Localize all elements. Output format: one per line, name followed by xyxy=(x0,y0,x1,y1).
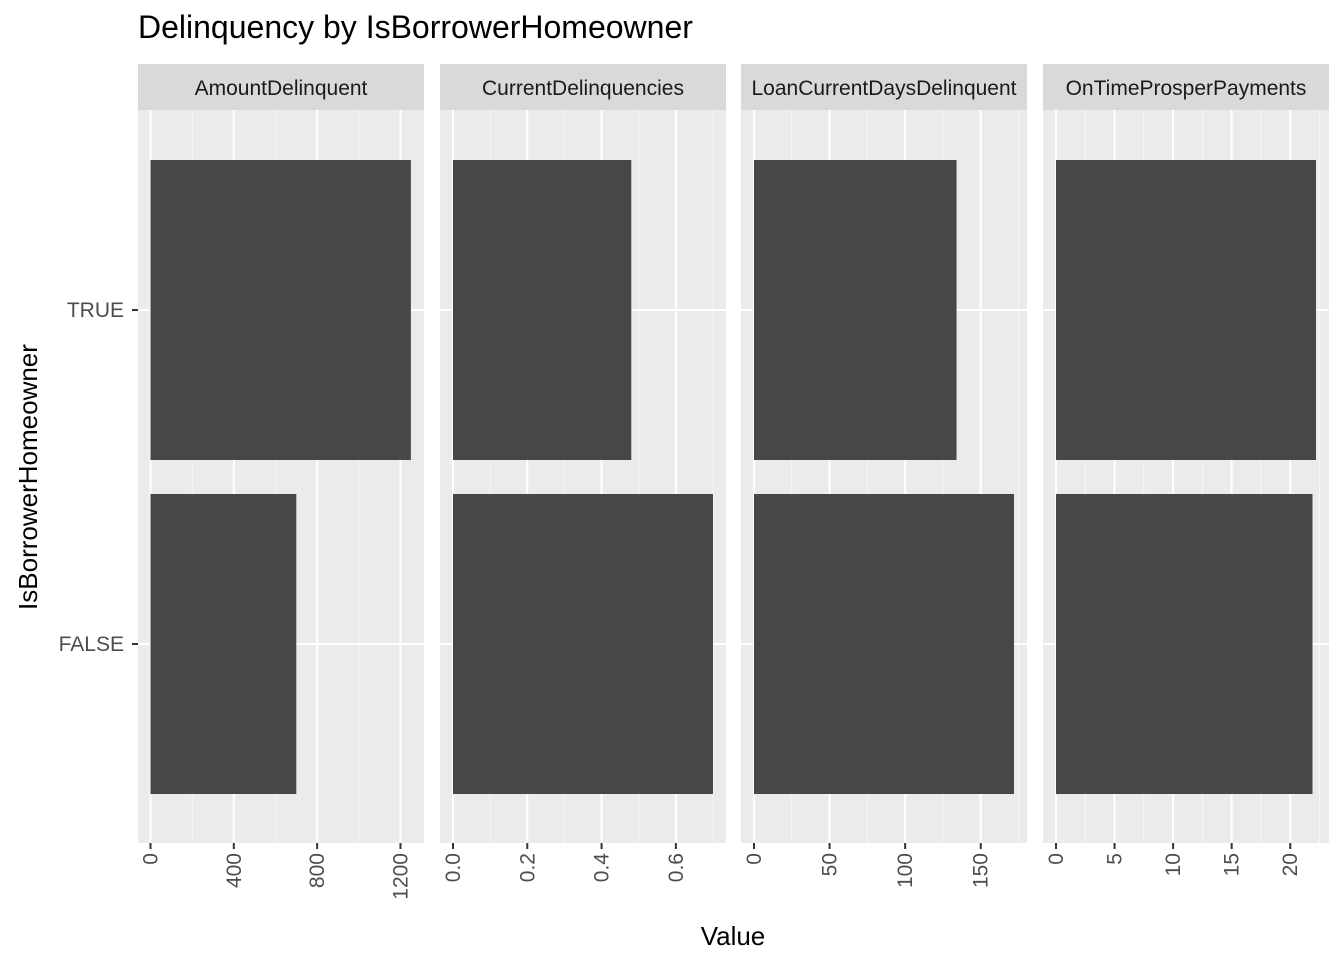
x-tick-label: 150 xyxy=(970,853,993,888)
facet-strip xyxy=(138,64,424,110)
facet-strip xyxy=(741,64,1027,110)
y-axis-title: IsBorrowerHomeowner xyxy=(13,344,43,610)
x-tick-label: 1200 xyxy=(389,853,412,900)
x-tick-label: 15 xyxy=(1221,853,1244,876)
bar-false xyxy=(150,494,297,794)
x-tick-label: 0 xyxy=(743,853,766,865)
bar-true xyxy=(1056,160,1316,460)
facet-strip xyxy=(1043,64,1329,110)
chart-title: Delinquency by IsBorrowerHomeowner xyxy=(138,9,693,45)
facet-strip-label: CurrentDelinquencies xyxy=(482,77,684,100)
facet-CurrentDelinquencies: CurrentDelinquencies 0.0 0.2 0.4 0.6 xyxy=(440,64,726,882)
bar-true xyxy=(453,160,632,460)
bar-true xyxy=(150,160,411,460)
x-tick-label: 0 xyxy=(139,853,162,865)
x-tick-label: 5 xyxy=(1104,853,1127,865)
x-tick-label: 0.4 xyxy=(591,853,614,883)
facet-AmountDelinquent: AmountDelinquent 0 400 800 1200 xyxy=(138,64,424,900)
facet-OnTimeProsperPayments: OnTimeProsperPayments 0 5 10 15 20 xyxy=(1043,64,1329,876)
x-tick-label: 0.2 xyxy=(516,853,539,882)
x-tick-label: 50 xyxy=(819,853,842,876)
facet-strip-label: LoanCurrentDaysDelinquent xyxy=(752,77,1017,100)
facet-strip-label: OnTimeProsperPayments xyxy=(1066,77,1307,100)
y-tick-label-true: TRUE xyxy=(67,299,124,322)
x-tick-label: 400 xyxy=(223,853,246,888)
x-tick-label: 100 xyxy=(894,853,917,888)
bar-false xyxy=(453,494,713,794)
x-tick-label: 0.0 xyxy=(442,853,465,882)
y-tick-label-false: FALSE xyxy=(59,633,124,656)
bar-false xyxy=(1056,494,1313,794)
bar-false xyxy=(754,494,1014,794)
x-axis-title: Value xyxy=(701,921,766,951)
facet-LoanCurrentDaysDelinquent: LoanCurrentDaysDelinquent 0 50 100 150 xyxy=(741,64,1027,888)
x-tick-label: 800 xyxy=(306,853,329,888)
x-tick-label: 20 xyxy=(1279,853,1302,876)
x-tick-label: 0 xyxy=(1045,853,1068,865)
facet-strip xyxy=(440,64,726,110)
facet-strip-label: AmountDelinquent xyxy=(195,77,368,100)
bar-true xyxy=(754,160,957,460)
x-tick-label: 10 xyxy=(1162,853,1185,876)
facets-layer: TRUE FALSE AmountDelinquent 0 400 800 1200 Curr… xyxy=(59,64,1329,900)
x-tick-label: 0.6 xyxy=(665,853,688,882)
